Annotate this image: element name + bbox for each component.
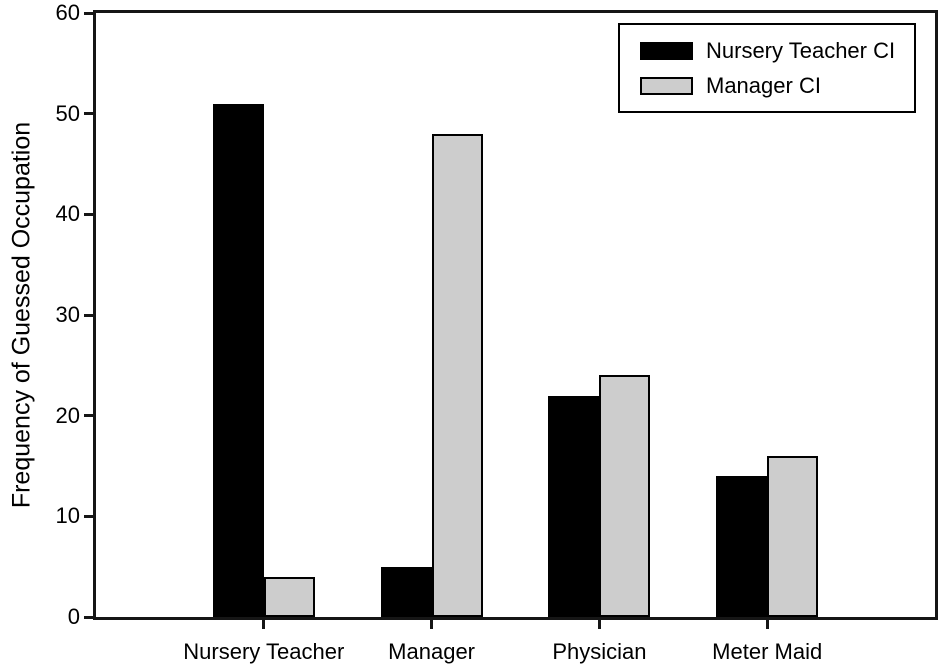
- y-tick-label-10: 10: [55, 503, 80, 529]
- x-tick-nursery-teacher: [262, 620, 266, 629]
- bar-manager-ci-physician: [599, 375, 651, 617]
- bar-nursery-teacher-ci-physician: [548, 395, 600, 617]
- legend-swatch-manager-ci: [640, 76, 693, 95]
- legend-swatch-nursery-teacher-ci: [640, 41, 693, 60]
- bar-manager-ci-nursery-teacher: [263, 576, 315, 617]
- plot-area: [93, 10, 938, 620]
- x-category-label-physician: Physician: [552, 639, 647, 664]
- y-tick-50: [84, 112, 93, 116]
- y-tick-60: [84, 11, 93, 15]
- bar-manager-ci-meter-maid: [767, 455, 819, 617]
- y-tick-label-30: 30: [55, 302, 80, 327]
- bar-nursery-teacher-ci-nursery-teacher: [212, 103, 264, 617]
- y-tick-30: [84, 313, 93, 317]
- legend-item-nursery-teacher-ci: Nursery Teacher CI: [640, 38, 914, 64]
- y-tick-40: [84, 212, 93, 216]
- y-tick-label-60: 60: [55, 0, 80, 25]
- legend-label-manager-ci: Manager CI: [706, 72, 821, 98]
- x-tick-manager: [430, 620, 434, 629]
- legend-label-nursery-teacher-ci: Nursery Teacher CI: [706, 37, 896, 63]
- plot-inner: [96, 13, 935, 617]
- x-tick-meter-maid: [765, 620, 769, 629]
- bar-manager-ci-manager: [431, 133, 483, 617]
- y-tick-label-50: 50: [55, 100, 80, 126]
- x-category-label-manager: Manager: [388, 639, 476, 664]
- y-tick-10: [84, 514, 93, 518]
- x-category-label-nursery-teacher: Nursery Teacher: [183, 639, 345, 664]
- y-tick-label-40: 40: [55, 201, 80, 227]
- y-tick-label-20: 20: [55, 402, 80, 428]
- y-tick-0: [84, 615, 93, 619]
- y-tick-label-0: 0: [67, 604, 80, 629]
- bar-nursery-teacher-ci-meter-maid: [716, 476, 768, 617]
- x-category-label-meter-maid: Meter Maid: [712, 639, 823, 664]
- x-tick-physician: [597, 620, 601, 629]
- legend: Nursery Teacher CI Manager CI: [618, 23, 916, 113]
- bar-nursery-teacher-ci-manager: [380, 566, 432, 617]
- y-tick-20: [84, 414, 93, 418]
- legend-item-manager-ci: Manager CI: [640, 73, 914, 99]
